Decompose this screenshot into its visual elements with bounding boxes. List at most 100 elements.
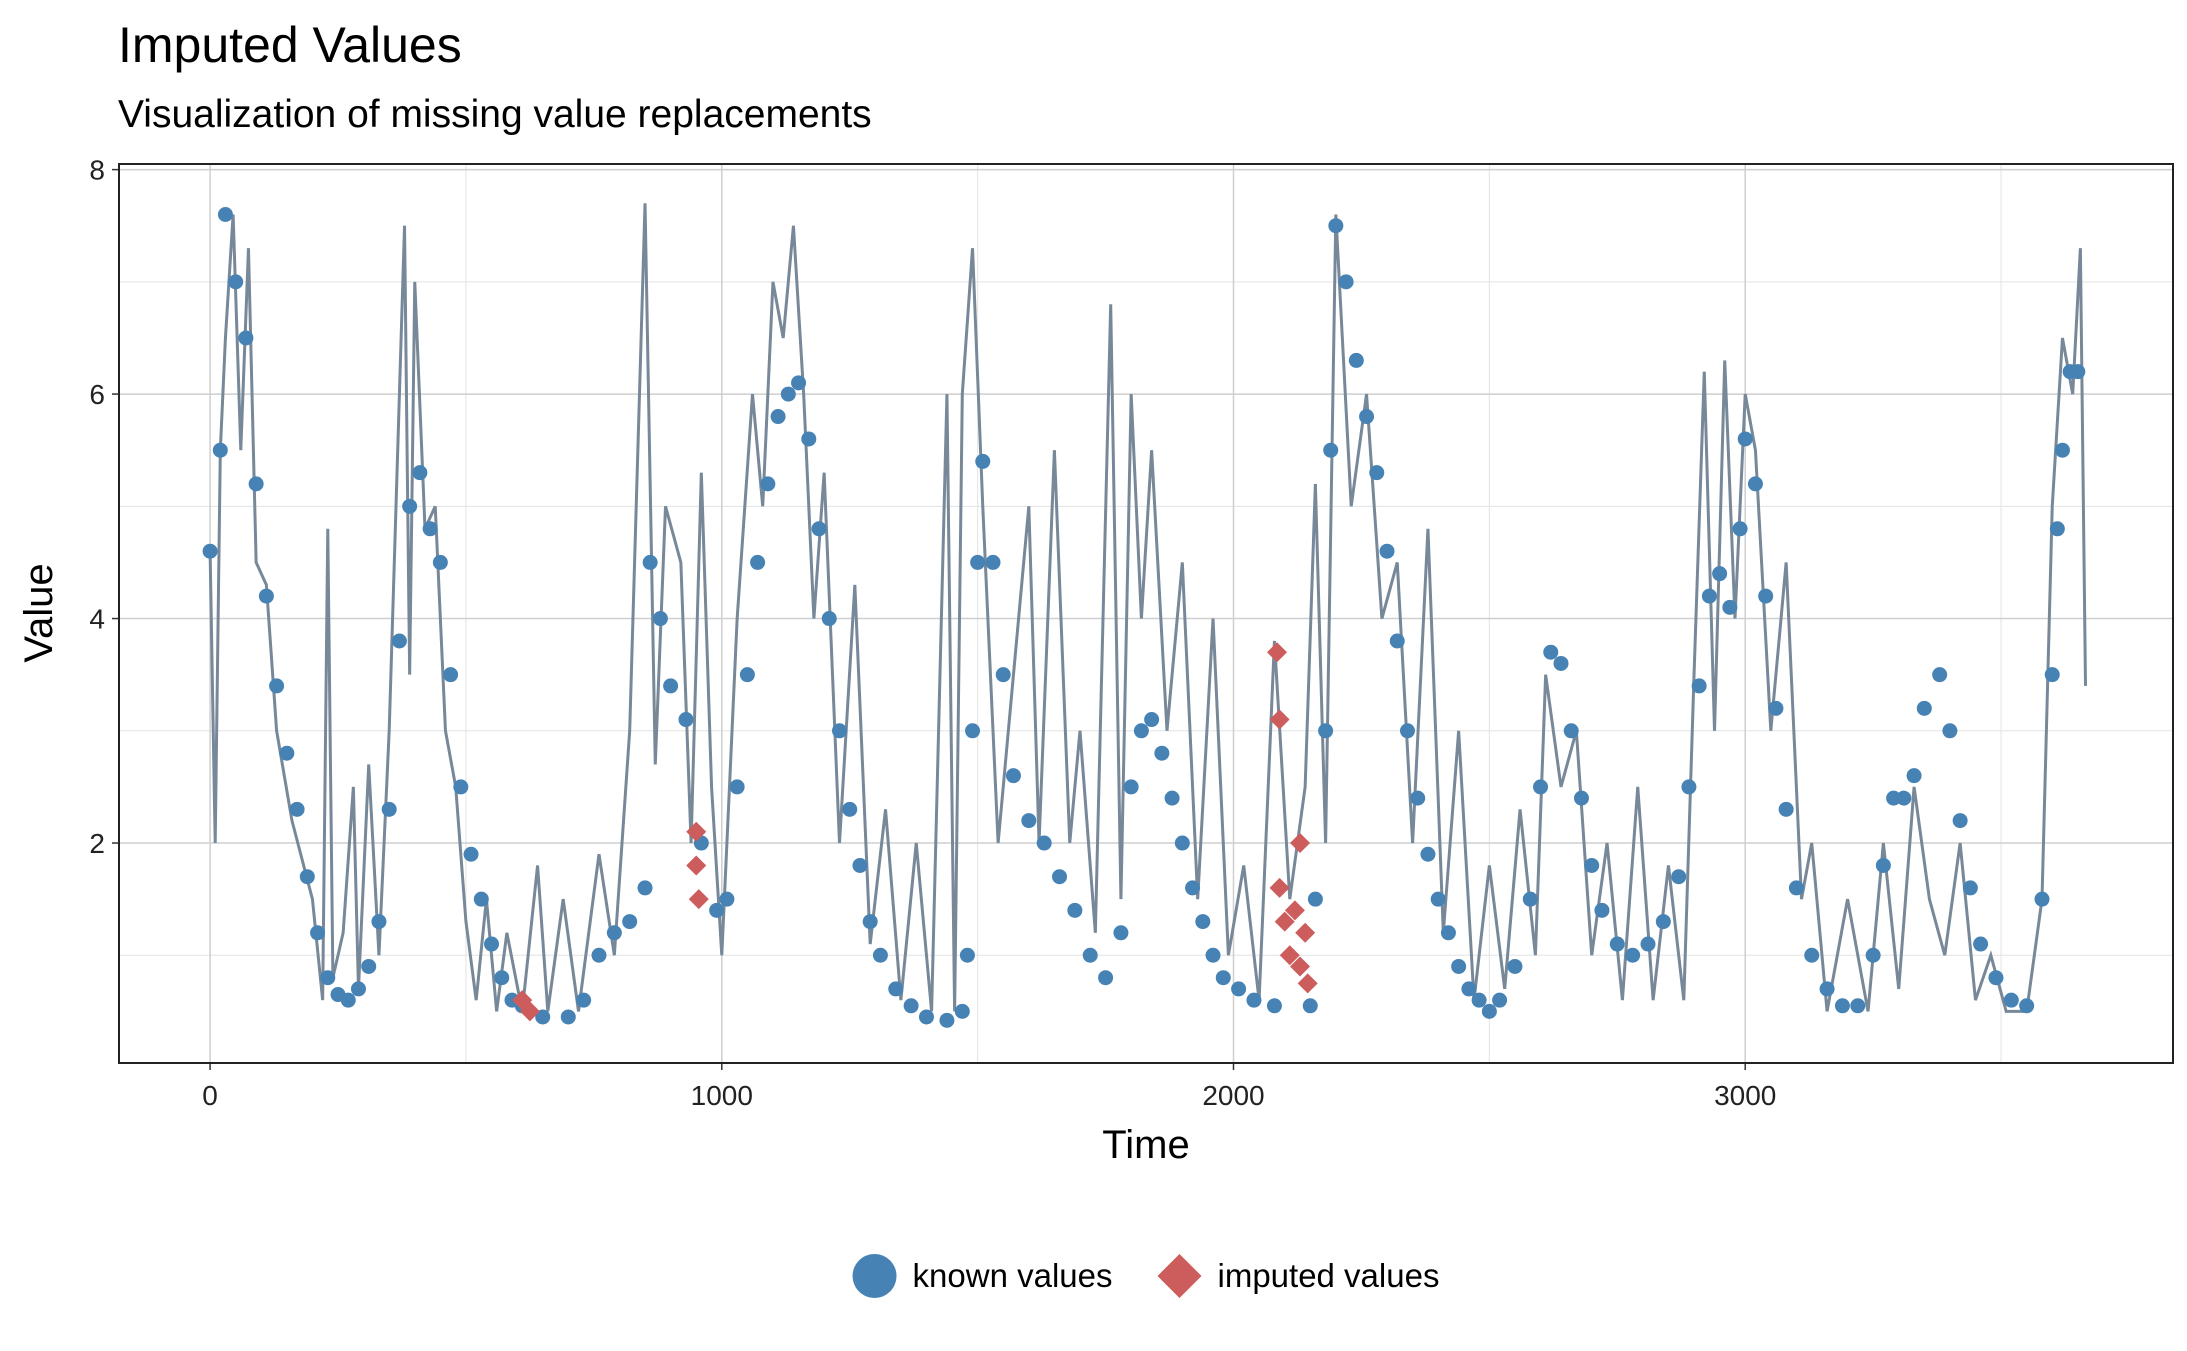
imputed-point: [1284, 900, 1305, 921]
known-point: [1691, 678, 1707, 694]
legend-key: [1157, 1254, 1202, 1298]
known-point: [1533, 779, 1549, 795]
known-point: [1098, 970, 1114, 986]
known-point: [622, 914, 638, 930]
known-point: [484, 936, 500, 952]
known-point: [770, 409, 786, 425]
known-point: [995, 667, 1011, 683]
y-tick-label: 8: [89, 155, 105, 186]
known-point: [238, 330, 254, 346]
known-point: [1430, 891, 1446, 907]
known-point: [1584, 857, 1600, 873]
known-point: [299, 869, 315, 885]
x-axis-title: Time: [1102, 1123, 1189, 1167]
known-point: [1732, 521, 1748, 537]
imputed-point: [1295, 922, 1316, 943]
known-point: [1655, 914, 1671, 930]
known-point: [637, 880, 653, 896]
imputed-point: [1290, 833, 1311, 854]
known-point: [965, 723, 981, 739]
known-point: [1609, 936, 1625, 952]
known-point: [1553, 655, 1569, 671]
known-point: [642, 554, 658, 570]
known-point: [1492, 992, 1508, 1008]
known-point: [391, 633, 407, 649]
imputed-point: [519, 1001, 540, 1022]
known-point: [780, 386, 796, 402]
known-point: [939, 1012, 955, 1028]
known-point: [1471, 992, 1487, 1008]
known-point: [1420, 846, 1436, 862]
known-point: [494, 970, 510, 986]
known-point: [1113, 925, 1129, 941]
known-point: [1338, 274, 1354, 290]
known-point: [1164, 790, 1180, 806]
known-point: [1594, 902, 1610, 918]
y-tick-label: 2: [89, 828, 105, 859]
known-point: [212, 442, 228, 458]
imputed-point: [686, 855, 707, 876]
known-point: [831, 723, 847, 739]
imputed-point: [1279, 945, 1300, 966]
chart-title: Imputed Values: [118, 17, 462, 73]
known-point: [1185, 880, 1201, 896]
known-point: [760, 476, 776, 492]
known-point: [228, 274, 244, 290]
known-point: [1671, 869, 1687, 885]
known-point: [320, 970, 336, 986]
known-point: [663, 678, 679, 694]
known-point: [872, 947, 888, 963]
known-point: [801, 431, 817, 447]
known-point: [1543, 644, 1559, 660]
known-point: [1778, 801, 1794, 817]
known-point: [473, 891, 489, 907]
known-point: [412, 465, 428, 481]
known-point: [2044, 667, 2060, 683]
known-point: [576, 992, 592, 1008]
known-point: [719, 891, 735, 907]
known-point: [1747, 476, 1763, 492]
known-point: [959, 947, 975, 963]
known-point: [1681, 779, 1697, 795]
imputed-point: [1274, 911, 1295, 932]
known-point: [361, 958, 377, 974]
known-point: [340, 992, 356, 1008]
known-point: [2054, 442, 2070, 458]
known-point: [1369, 465, 1385, 481]
known-point: [202, 543, 218, 559]
known-point: [1768, 700, 1784, 716]
known-point: [463, 846, 479, 862]
known-point: [678, 712, 694, 728]
known-point: [970, 554, 986, 570]
known-point: [739, 667, 755, 683]
x-tick-label: 0: [202, 1080, 218, 1111]
known-point: [1005, 768, 1021, 784]
known-point: [1123, 779, 1139, 795]
known-point: [258, 588, 274, 604]
imputed-point: [1269, 709, 1290, 730]
legend: known values imputed values: [852, 1254, 1439, 1298]
known-point: [1410, 790, 1426, 806]
known-point: [1722, 599, 1738, 615]
known-point: [1788, 880, 1804, 896]
known-point: [821, 611, 837, 627]
known-point: [1906, 768, 1922, 784]
known-point: [918, 1009, 934, 1025]
plot-border: [118, 163, 2174, 1064]
data-line: [208, 203, 2087, 1013]
known-point: [652, 611, 668, 627]
known-point: [1573, 790, 1589, 806]
imputed-point: [1269, 877, 1290, 898]
known-point: [1522, 891, 1538, 907]
known-point: [560, 1009, 576, 1025]
known-point: [2070, 364, 2086, 380]
known-point: [1850, 998, 1866, 1014]
known-point: [2034, 891, 2050, 907]
known-point: [750, 554, 766, 570]
known-point: [289, 801, 305, 817]
known-point: [269, 678, 285, 694]
known-point: [1563, 723, 1579, 739]
x-tick-label: 3000: [1714, 1080, 1776, 1111]
known-point: [310, 925, 326, 941]
